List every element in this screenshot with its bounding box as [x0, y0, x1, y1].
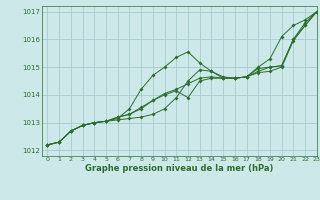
X-axis label: Graphe pression niveau de la mer (hPa): Graphe pression niveau de la mer (hPa): [85, 164, 273, 173]
